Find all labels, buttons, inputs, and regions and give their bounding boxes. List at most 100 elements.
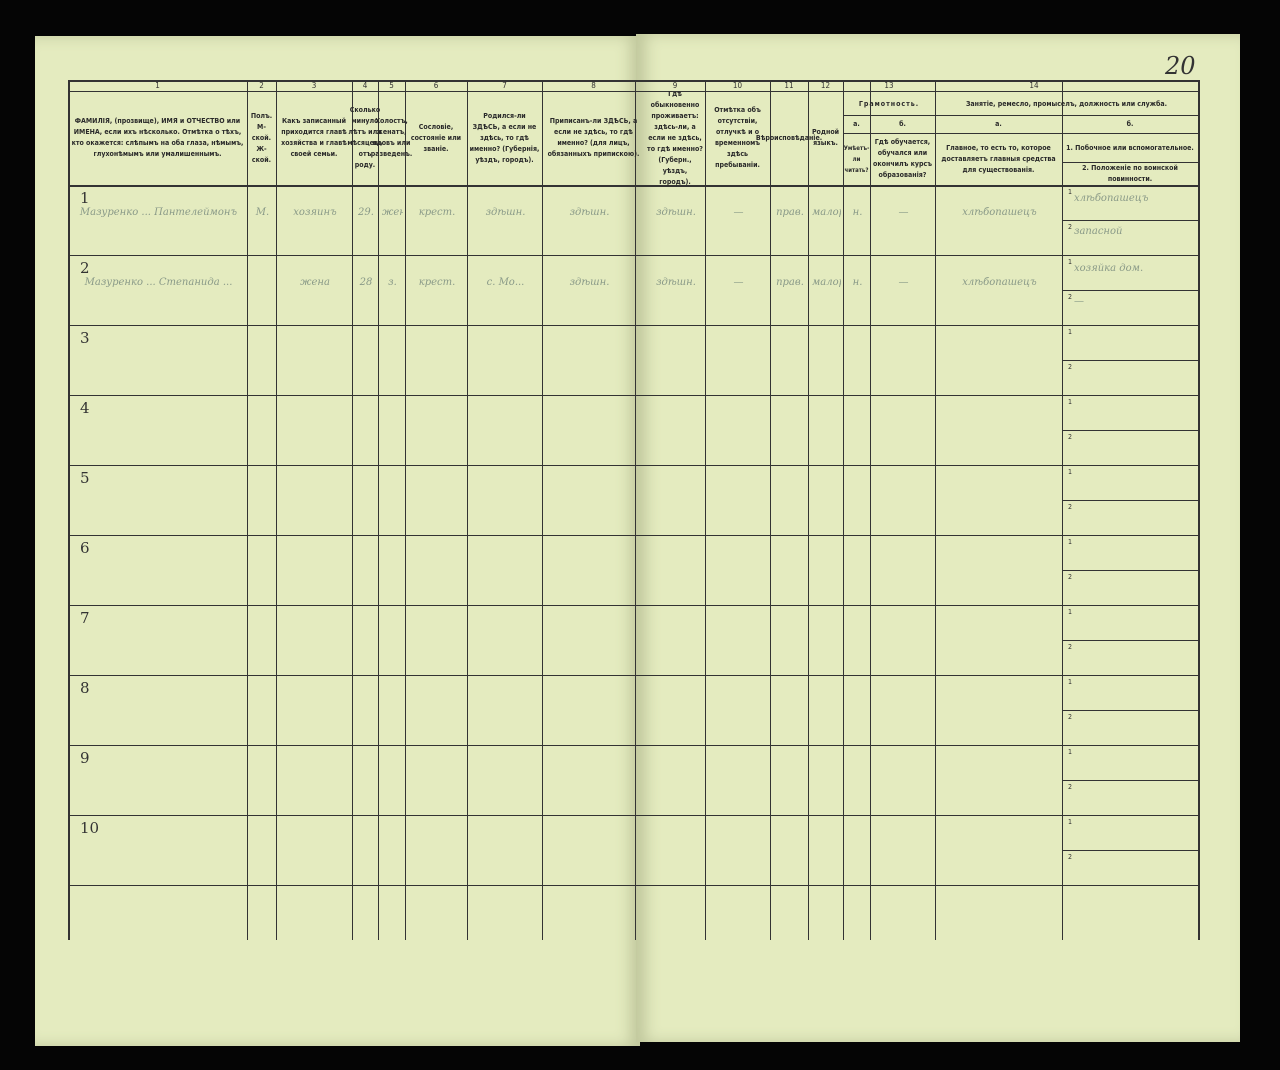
- column-header-6: Сословіе, состояніе или званіе.: [410, 122, 462, 153]
- column-number: 12: [820, 81, 831, 90]
- handwritten-entry: малор.: [812, 207, 841, 218]
- row-divider: [68, 325, 1198, 326]
- row-number: 2: [80, 259, 90, 277]
- handwritten-entry: хлѣбопашецъ: [962, 277, 1037, 288]
- column-header-9: Гдѣ обыкновенно проживаетъ: здѣсь-ли, а …: [647, 89, 703, 186]
- row-number: 3: [80, 329, 90, 347]
- handwritten-entry: здѣшн.: [656, 207, 696, 218]
- table-border: [68, 80, 1198, 82]
- right-page: [636, 34, 1240, 1042]
- column-header-13a: Умѣетъ-ли читать?: [843, 144, 870, 174]
- row-divider: [68, 605, 1198, 606]
- column-divider: [843, 80, 844, 940]
- column-13a-label: а.: [853, 119, 860, 128]
- column-header-14b1: 1. Побочное или вспомогательное.: [1066, 143, 1194, 152]
- sub-label: 2: [1068, 573, 1073, 581]
- handwritten-entry: 28: [359, 277, 373, 288]
- sub-row-divider: [1062, 360, 1198, 361]
- column-header-3: Какъ записанный приходится главѣ хозяйст…: [281, 117, 347, 158]
- handwritten-entry: здѣшн.: [569, 277, 610, 288]
- column-header-14: Занятіе, ремесло, промыселъ, должность и…: [965, 99, 1168, 108]
- handwritten-entry: жен.: [382, 207, 403, 218]
- column-number: 8: [591, 81, 596, 90]
- column-number: 14: [1029, 81, 1039, 90]
- row-number: 1: [80, 189, 90, 207]
- row-divider: [68, 885, 1198, 886]
- header-divider: [1062, 162, 1198, 163]
- handwritten-entry: 29.: [358, 207, 374, 218]
- handwritten-entry: —: [898, 207, 909, 218]
- column-header-1: ФАМИЛІЯ, (прозвище), ИМЯ и ОТЧЕСТВО или …: [71, 117, 244, 158]
- column-header-2: Полъ. М-ской. Ж-ской.: [250, 111, 273, 164]
- column-divider: [870, 80, 871, 940]
- handwritten-entry: прав.: [776, 207, 804, 218]
- sub-label: 2: [1068, 503, 1073, 511]
- column-divider: [467, 80, 468, 940]
- sub-label: 2: [1068, 783, 1073, 791]
- sub-label: 1: [1068, 608, 1073, 616]
- column-number: 9: [672, 81, 678, 90]
- row-number: 4: [80, 399, 90, 417]
- column-divider: [808, 80, 809, 940]
- sub-label: 2: [1068, 643, 1073, 651]
- handwritten-entry: здѣшн.: [656, 277, 696, 288]
- column-divider: [635, 80, 636, 940]
- handwritten-entry: Мазуренко ... Пантелеймонъ: [79, 207, 238, 218]
- sub-row-divider: [1062, 430, 1198, 431]
- column-number: 13: [884, 81, 894, 90]
- handwritten-entry: хлѣбопашецъ: [1074, 193, 1149, 204]
- column-divider: [542, 80, 543, 940]
- sub-row-divider: [1062, 220, 1198, 221]
- column-number: 7: [502, 81, 507, 90]
- column-13b-label: б.: [899, 119, 906, 128]
- column-divider: [935, 80, 936, 940]
- column-header-5: Холостъ, женатъ, вдовъ или разведенъ.: [370, 117, 413, 158]
- row-divider: [68, 465, 1198, 466]
- column-14a-label: а.: [995, 119, 1002, 128]
- column-number: 10: [732, 81, 743, 90]
- column-header-8: Приписанъ-ли ЗДѢСЬ, а если не здѣсь, то …: [547, 117, 640, 158]
- column-number: 2: [259, 81, 264, 90]
- column-divider: [405, 80, 406, 940]
- row-number: 5: [80, 469, 90, 487]
- row-number: 8: [80, 679, 90, 697]
- column-number: 6: [433, 81, 439, 90]
- handwritten-entry: здѣшн.: [485, 207, 526, 218]
- handwritten-entry: —: [1074, 296, 1084, 307]
- row-divider: [68, 535, 1198, 536]
- column-number: 4: [362, 81, 368, 90]
- sub-label: 1: [1068, 398, 1073, 406]
- column-header-14b2: 2. Положеніе по воинской повинности.: [1082, 164, 1178, 183]
- sub-row-divider: [1062, 500, 1198, 501]
- header-divider: [843, 115, 1198, 116]
- handwritten-entry: крест.: [418, 277, 456, 288]
- column-number: 3: [311, 81, 317, 90]
- column-14b-label: б.: [1126, 119, 1134, 128]
- sub-label: 2: [1068, 713, 1073, 721]
- column-divider: [770, 80, 771, 940]
- handwritten-entry: з.: [388, 277, 397, 288]
- row-number: 6: [80, 539, 90, 557]
- handwritten-entry: хозяйка дом.: [1074, 263, 1144, 274]
- handwritten-entry: н.: [852, 207, 863, 218]
- column-header-12: Родной языкъ.: [811, 128, 840, 147]
- handwritten-entry: М.: [255, 207, 270, 218]
- header-divider: [68, 91, 1198, 92]
- handwritten-entry: хлѣбопашецъ: [962, 207, 1037, 218]
- column-divider: [705, 80, 706, 940]
- column-number: 1: [155, 81, 160, 90]
- handwritten-entry: малор.: [812, 277, 841, 288]
- column-header-13: Грамотность.: [858, 99, 920, 108]
- column-divider: [276, 80, 277, 940]
- handwritten-entry: —: [733, 207, 744, 218]
- column-header-13b: Гдѣ обучается, обучался или окончилъ кур…: [873, 138, 932, 179]
- sub-row-divider: [1062, 850, 1198, 851]
- sub-label: 1: [1068, 818, 1073, 826]
- handwritten-entry: здѣшн.: [569, 207, 610, 218]
- handwritten-entry: —: [898, 277, 909, 288]
- sub-label: 2: [1068, 223, 1073, 231]
- sub-label: 2: [1068, 433, 1073, 441]
- column-header-4: Сколько минуло лѣтъ или мѣсяцевъ отъ род…: [347, 106, 383, 169]
- handwritten-entry: жена: [300, 277, 330, 288]
- column-divider: [378, 80, 379, 940]
